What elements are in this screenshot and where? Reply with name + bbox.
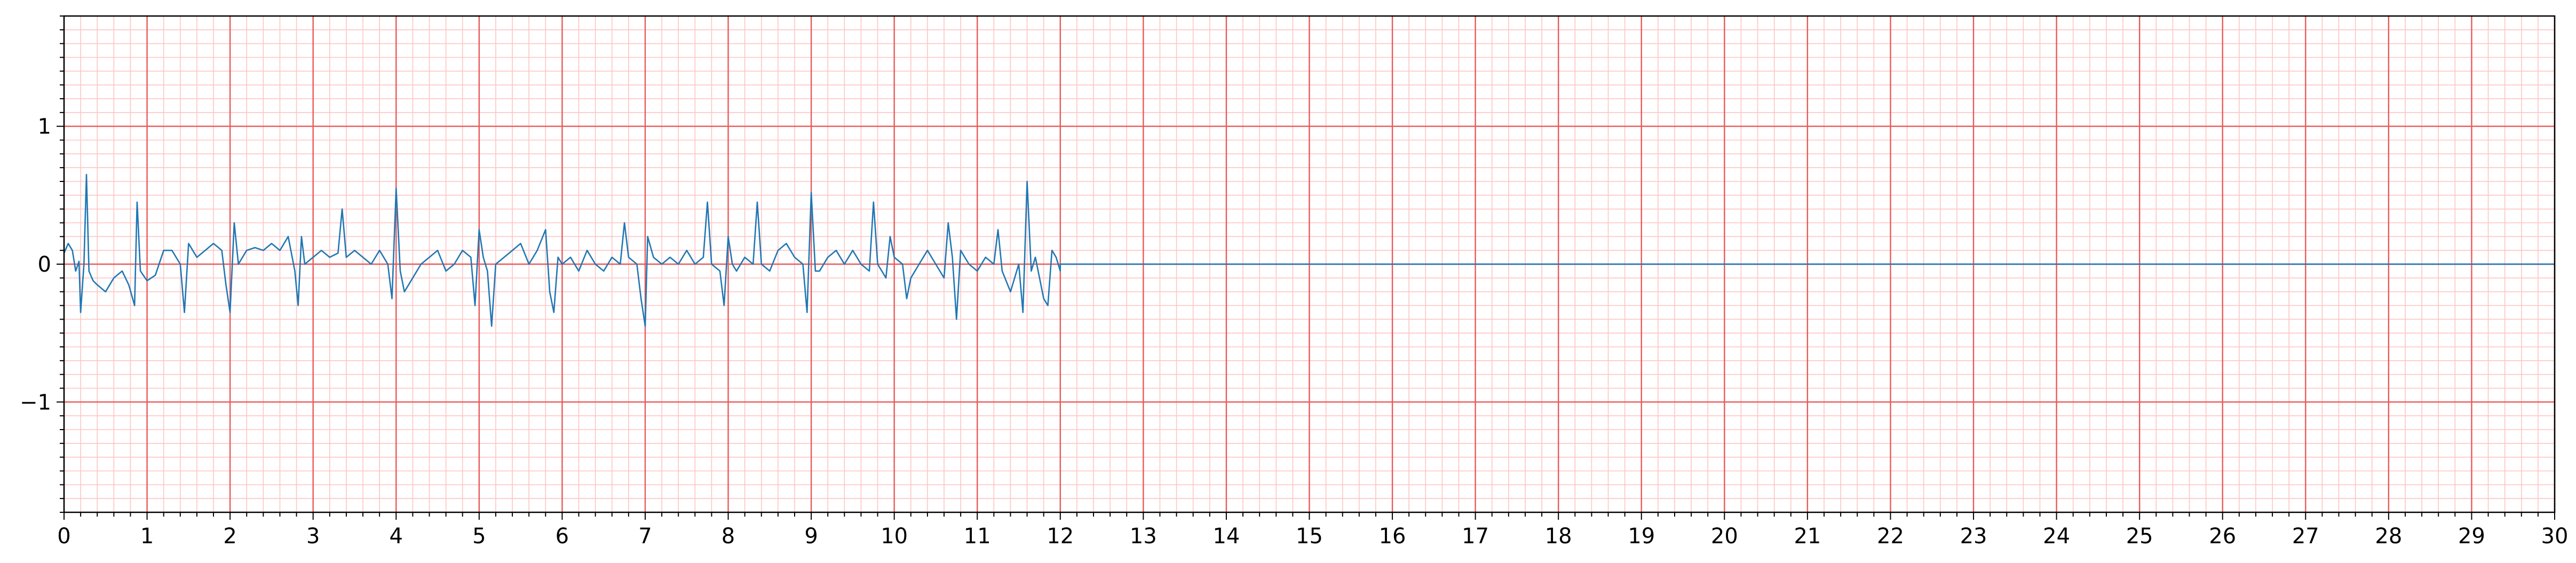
x-tick-label: 2: [223, 524, 236, 549]
x-tick-label: 19: [1628, 524, 1655, 549]
x-tick-label: 10: [881, 524, 908, 549]
x-tick-label: 7: [638, 524, 652, 549]
y-tick-label: 1: [38, 115, 51, 139]
x-tick-label: 11: [964, 524, 991, 549]
x-tick-label: 17: [1462, 524, 1489, 549]
tick-labels: 0 1 2 3 4 5 6 7 8 9 10 11 12 13 14 15 16 17 18 19 20 21 22 23 24…: [20, 115, 2568, 549]
x-tick-label: 26: [2209, 524, 2236, 549]
x-tick-label: 28: [2375, 524, 2402, 549]
tick-marks: [57, 15, 2555, 520]
x-tick-label: 20: [1711, 524, 1738, 549]
x-tick-label: 23: [1960, 524, 1987, 549]
x-tick-label: 16: [1379, 524, 1406, 549]
x-tick-label: 4: [390, 524, 403, 549]
x-tick-label: 24: [2043, 524, 2070, 549]
x-tick-label: 22: [1877, 524, 1904, 549]
x-tick-label: 25: [2126, 524, 2153, 549]
x-tick-label: 30: [2541, 524, 2569, 549]
x-tick-label: 1: [140, 524, 154, 549]
x-tick-label: 27: [2292, 524, 2319, 549]
y-tick-label: 0: [38, 252, 51, 277]
x-tick-label: 14: [1212, 524, 1240, 549]
series-layer: [63, 173, 2555, 327]
x-tick-label: 29: [2458, 524, 2485, 549]
x-tick-label: 13: [1130, 524, 1157, 549]
x-tick-label: 0: [57, 524, 70, 549]
x-tick-label: 15: [1296, 524, 1323, 549]
x-tick-label: 21: [1794, 524, 1821, 549]
series-line-0: [63, 173, 2555, 327]
x-tick-label: 5: [472, 524, 486, 549]
x-tick-label: 18: [1545, 524, 1572, 549]
x-tick-label: 8: [722, 524, 735, 549]
x-tick-label: 6: [556, 524, 569, 549]
x-tick-label: 12: [1047, 524, 1074, 549]
x-tick-label: 9: [804, 524, 818, 549]
x-tick-label: 3: [306, 524, 320, 549]
y-tick-label: −1: [20, 390, 51, 415]
